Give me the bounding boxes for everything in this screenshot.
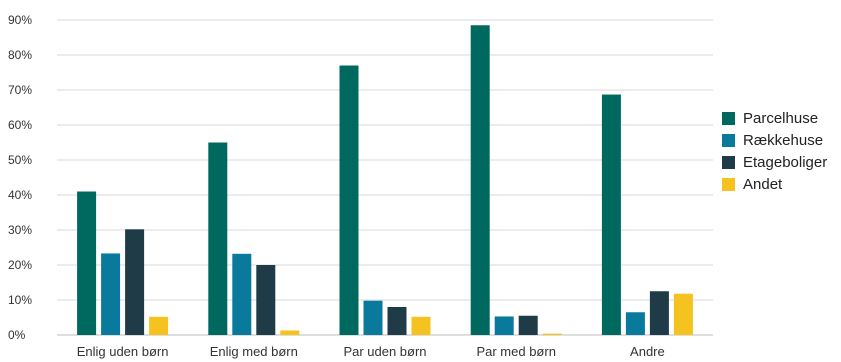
legend-item: Parcelhuse [722,107,827,129]
bar [601,94,621,335]
bar [387,307,407,335]
bar [542,333,562,335]
x-category-label: Andre [630,344,665,359]
x-category-label: Par med børn [476,344,555,359]
bar [518,315,538,335]
legend-swatch [722,155,735,169]
y-tick-label: 0% [8,328,26,342]
x-category-label: Enlig med børn [210,344,298,359]
y-tick-label: 50% [8,153,32,167]
y-tick-label: 90% [8,13,32,27]
legend-label: Etageboliger [743,153,828,171]
bar [339,65,359,335]
legend: Parcelhuse Rækkehuse Etageboliger Andet [722,107,827,195]
legend-label: Rækkehuse [743,131,824,149]
bar [494,316,514,335]
legend-item: Andet [722,173,827,195]
bars [77,25,693,335]
bar [125,229,145,335]
bar [232,253,252,335]
legend-swatch [722,133,735,147]
bar [149,316,169,335]
legend-label: Parcelhuse [743,109,819,127]
x-axis-category-labels: Enlig uden børn Enlig med børn Par uden bø… [77,344,665,359]
bar [625,312,645,335]
legend-swatch [722,177,735,191]
y-tick-label: 10% [8,293,32,307]
legend-item: Rækkehuse [722,129,827,151]
y-tick-label: 20% [8,258,32,272]
y-tick-label: 30% [8,223,32,237]
bar [208,142,228,335]
bar [256,265,276,335]
legend-label: Andet [743,175,783,193]
bar [363,300,383,335]
y-axis-tick-labels: 0% 10% 20% 30% 40% 50% 60% 70% 80% 90% [8,13,32,342]
bar [673,293,693,335]
legend-swatch [722,111,735,125]
y-tick-label: 60% [8,118,32,132]
y-tick-label: 80% [8,48,32,62]
y-tick-label: 70% [8,83,32,97]
x-category-label: Enlig uden børn [77,344,169,359]
legend-item: Etageboliger [722,151,827,173]
bar [101,253,121,335]
bar [411,316,431,335]
x-category-label: Par uden børn [343,344,426,359]
bar [77,191,97,335]
y-tick-label: 40% [8,188,32,202]
gridlines [57,19,713,336]
bar [280,330,300,335]
bar [649,291,669,335]
bar [470,25,490,335]
